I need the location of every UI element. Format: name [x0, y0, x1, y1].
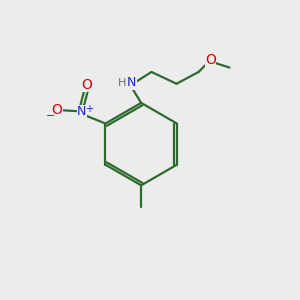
- Text: +: +: [85, 104, 93, 114]
- Text: N: N: [127, 76, 136, 89]
- Text: N: N: [77, 105, 87, 118]
- Text: H: H: [118, 78, 126, 88]
- Text: O: O: [81, 78, 92, 92]
- Text: O: O: [205, 53, 216, 67]
- Text: O: O: [51, 103, 62, 117]
- Text: −: −: [46, 110, 55, 121]
